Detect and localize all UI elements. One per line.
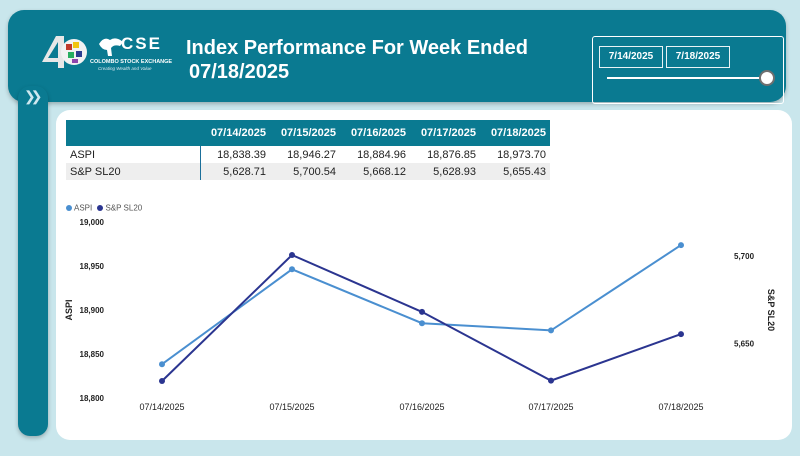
data-point-aspi[interactable] <box>159 361 165 368</box>
legend-label-sp[interactable]: S&P SL20 <box>105 203 143 213</box>
x-tick-label: 07/18/2025 <box>658 402 703 412</box>
title-line-2: 07/18/2025 <box>189 61 290 83</box>
y-tick-label-left: 18,950 <box>80 262 105 271</box>
table-cell: 5,628.71 <box>200 163 270 180</box>
table-header-cell[interactable]: 07/14/2025 <box>200 120 270 146</box>
date-slider-track[interactable] <box>607 77 767 79</box>
data-point-sp-sl20[interactable] <box>289 252 295 258</box>
start-date-input[interactable]: 7/14/2025 <box>599 46 663 68</box>
cse-logo: CSE COLOMBO STOCK EXCHANGE Creating Weal… <box>38 32 173 78</box>
table-header-cell[interactable]: 07/17/2025 <box>410 120 480 146</box>
data-point-aspi[interactable] <box>289 266 295 273</box>
title-line-1: Index Performance For Week Ended <box>186 37 528 59</box>
y-tick-label-left: 18,800 <box>80 394 105 403</box>
table-cell: 18,876.85 <box>427 148 476 161</box>
line-chart: 19,000 18,950 18,900 18,850 18,800 5,700 5,65… <box>64 218 776 412</box>
x-tick-label: 07/17/2025 <box>528 402 573 412</box>
data-point-aspi[interactable] <box>419 320 425 327</box>
chart-legend: ASPI S&P SL20 <box>66 203 142 212</box>
y-tick-label-right: 5,650 <box>734 340 755 349</box>
data-point-sp-sl20[interactable] <box>678 331 684 338</box>
row-label: S&P SL20 <box>66 163 201 180</box>
x-axis: 07/14/2025 07/15/2025 07/16/2025 07/17/2025… <box>139 402 703 412</box>
date-range-slicer: 7/14/2025 7/18/2025 <box>592 36 784 104</box>
legend-dot-aspi <box>66 204 72 211</box>
report-card: 07/14/2025 07/15/2025 07/16/2025 07/17/2… <box>56 110 792 440</box>
right-axis: 5,700 5,650 <box>734 252 755 349</box>
data-point-aspi[interactable] <box>548 327 554 334</box>
left-axis: 19,000 18,950 18,900 18,850 18,800 <box>80 218 105 403</box>
expand-chevron-icon[interactable]: ❯❯ <box>24 88 43 104</box>
legend-label-aspi[interactable]: ASPI <box>74 203 93 213</box>
table-cell: 5,628.93 <box>410 163 480 180</box>
table-row: ASPI 18,838.39 18,946.27 18,884.96 18,87… <box>66 146 550 163</box>
nav-side-panel: ❯❯ <box>18 86 48 436</box>
cse-emblem-icon <box>42 36 87 68</box>
y-tick-label-left: 18,900 <box>80 306 105 315</box>
logo-name: COLOMBO STOCK EXCHANGE <box>90 59 173 65</box>
end-date-input[interactable]: 7/18/2025 <box>666 46 730 68</box>
y-tick-label-left: 18,850 <box>80 350 105 359</box>
table-cell: 18,946.27 <box>287 148 336 161</box>
logo-tagline: Creating Wealth and Value <box>98 66 152 71</box>
table-cell: 5,700.54 <box>270 163 340 180</box>
series-line-sp-sl20[interactable] <box>161 253 682 382</box>
page-title: Index Performance For Week Ended 07/18/2… <box>186 36 528 84</box>
table-cell: 18,973.70 <box>497 148 546 161</box>
data-point-sp-sl20[interactable] <box>419 308 425 315</box>
x-tick-label: 07/15/2025 <box>269 402 314 412</box>
data-point-sp-sl20[interactable] <box>548 377 554 384</box>
bull-icon <box>99 38 123 56</box>
table-cell: 18,884.96 <box>357 148 406 161</box>
data-point-sp-sl20[interactable] <box>159 378 165 384</box>
table-header-cell[interactable]: 07/15/2025 <box>270 120 340 146</box>
table-cell: 5,668.12 <box>340 163 410 180</box>
date-slider-handle[interactable] <box>759 70 775 86</box>
y-axis-label-left: ASPI <box>64 299 74 320</box>
header-banner: CSE COLOMBO STOCK EXCHANGE Creating Weal… <box>8 10 786 104</box>
legend-dot-sp <box>97 204 104 211</box>
table-header-cell[interactable]: 07/16/2025 <box>340 120 410 146</box>
table-header-cell <box>66 120 200 146</box>
x-tick-label: 07/14/2025 <box>139 402 184 412</box>
table-row: S&P SL20 5,628.71 5,700.54 5,668.12 5,62… <box>66 163 550 180</box>
x-tick-label: 07/16/2025 <box>399 402 444 412</box>
table-cell: 18,838.39 <box>217 148 266 161</box>
series-lines <box>159 242 684 384</box>
table-header-cell[interactable]: 07/18/2025 <box>480 120 550 146</box>
y-tick-label-right: 5,700 <box>734 252 755 261</box>
data-point-aspi[interactable] <box>678 242 684 249</box>
row-label: ASPI <box>66 146 201 163</box>
table-header-row: 07/14/2025 07/15/2025 07/16/2025 07/17/2… <box>66 120 550 146</box>
y-tick-label-left: 19,000 <box>80 218 105 227</box>
y-axis-label-right: S&P SL20 <box>766 289 776 331</box>
logo-abbr: CSE <box>121 34 162 53</box>
index-table: 07/14/2025 07/15/2025 07/16/2025 07/17/2… <box>66 120 550 180</box>
table-cell: 5,655.43 <box>480 163 550 180</box>
